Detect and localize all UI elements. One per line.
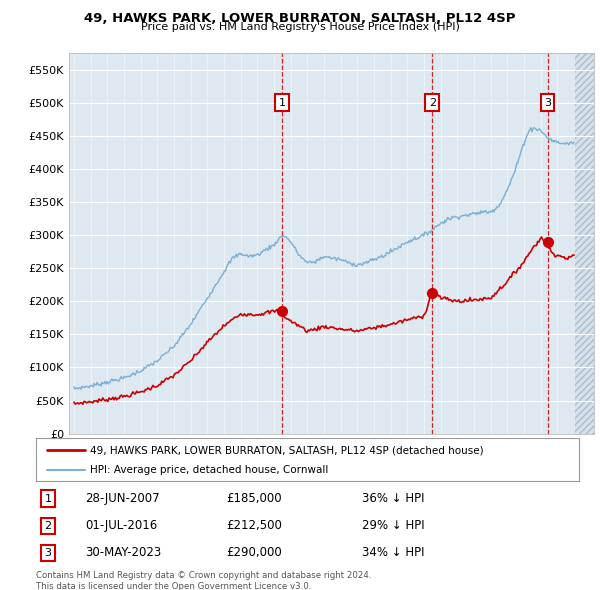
Text: 36% ↓ HPI: 36% ↓ HPI [362,492,424,505]
Text: 49, HAWKS PARK, LOWER BURRATON, SALTASH, PL12 4SP (detached house): 49, HAWKS PARK, LOWER BURRATON, SALTASH,… [91,445,484,455]
Text: 49, HAWKS PARK, LOWER BURRATON, SALTASH, PL12 4SP: 49, HAWKS PARK, LOWER BURRATON, SALTASH,… [84,12,516,25]
Text: 2: 2 [44,521,52,530]
Text: 28-JUN-2007: 28-JUN-2007 [85,492,160,505]
Text: 30-MAY-2023: 30-MAY-2023 [85,546,161,559]
Bar [574,53,594,434]
Text: Price paid vs. HM Land Registry's House Price Index (HPI): Price paid vs. HM Land Registry's House … [140,22,460,32]
Text: 1: 1 [278,98,286,108]
Text: £212,500: £212,500 [226,519,282,532]
Text: Contains HM Land Registry data © Crown copyright and database right 2024.
This d: Contains HM Land Registry data © Crown c… [36,571,371,590]
Text: 34% ↓ HPI: 34% ↓ HPI [362,546,424,559]
Bar [574,53,594,434]
Text: 29% ↓ HPI: 29% ↓ HPI [362,519,424,532]
Text: 3: 3 [544,98,551,108]
Text: 3: 3 [44,548,52,558]
Text: 1: 1 [44,494,52,503]
Text: HPI: Average price, detached house, Cornwall: HPI: Average price, detached house, Corn… [91,466,329,475]
Text: 01-JUL-2016: 01-JUL-2016 [85,519,157,532]
Text: 2: 2 [429,98,436,108]
Text: £185,000: £185,000 [226,492,281,505]
Text: £290,000: £290,000 [226,546,282,559]
